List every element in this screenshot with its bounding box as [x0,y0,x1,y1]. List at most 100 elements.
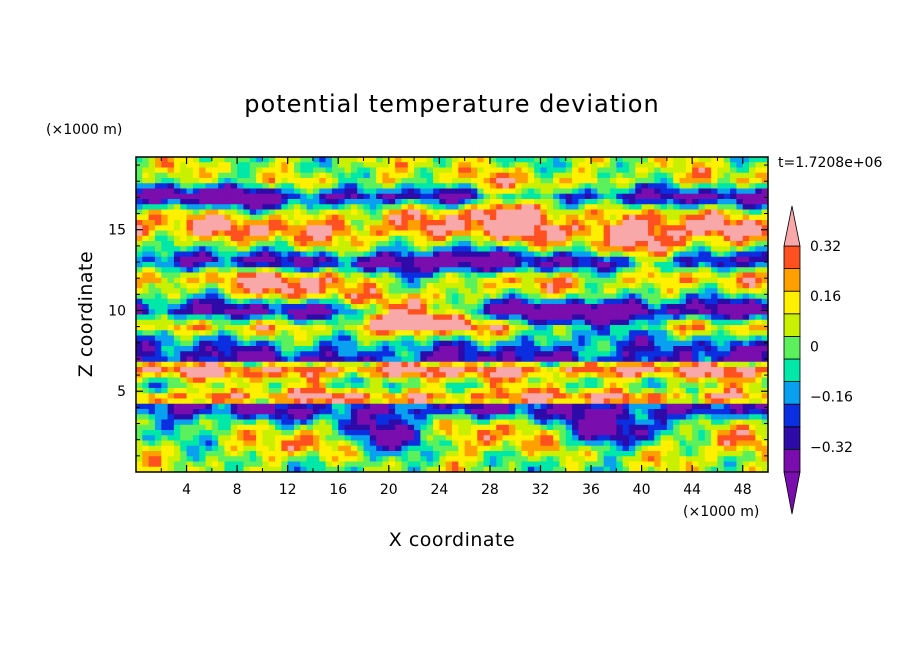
field-cell [755,220,763,226]
field-cell [344,214,352,221]
field-cell [470,241,478,247]
field-cell [306,230,314,237]
field-cell [256,372,263,379]
field-cell [755,283,763,289]
field-cell [186,162,194,169]
field-cell [363,267,371,274]
field-cell [641,251,649,258]
field-cell [452,225,459,232]
field-cell [426,377,434,384]
field-cell [692,188,700,195]
field-cell [136,262,143,268]
field-cell [249,304,257,310]
field-cell [287,293,295,300]
field-cell [597,267,605,274]
field-cell [186,157,194,163]
field-cell [281,314,289,321]
field-cell [723,246,731,253]
field-cell [281,298,289,305]
field-cell [256,267,263,274]
field-cell [749,346,756,352]
field-cell [660,188,668,195]
field-cell [540,309,548,316]
field-cell [723,293,731,300]
field-cell [243,199,251,205]
field-cell [268,288,276,295]
field-cell [439,157,447,163]
field-cell [237,199,245,205]
field-cell [142,162,150,169]
field-cell [388,251,396,258]
field-cell [704,298,712,305]
field-cell [565,277,573,284]
field-cell [180,204,188,211]
field-cell [350,403,358,410]
field-cell [565,409,573,415]
field-cell [205,309,213,316]
field-cell [654,225,662,232]
field-cell [275,361,282,368]
field-cell [306,241,314,247]
field-cell [262,157,270,163]
field-cell [230,346,238,352]
field-cell [414,403,421,410]
field-cell [730,188,737,195]
field-cell [565,220,573,226]
field-cell [616,199,624,205]
field-cell [660,403,668,410]
field-cell [603,377,611,384]
field-cell [578,309,586,316]
field-cell [508,372,516,379]
field-cell [534,178,542,184]
field-cell [666,340,674,347]
field-cell [369,230,377,237]
field-cell [597,293,605,300]
field-cell [218,277,226,284]
field-cell [527,225,535,232]
field-cell [180,367,188,373]
field-cell [470,220,478,226]
field-cell [452,298,459,305]
field-cell [294,340,301,347]
field-cell [470,335,478,342]
field-cell [262,367,270,373]
field-cell [761,314,768,321]
field-cell [452,283,459,289]
field-cell [635,256,643,263]
field-cell [211,167,219,174]
field-cell [249,246,257,253]
field-cell [736,193,744,200]
field-cell [534,356,542,363]
field-cell [249,204,257,211]
field-cell [610,225,617,232]
field-cell [654,193,662,200]
field-cell [344,162,352,169]
field-cell [439,309,447,316]
field-cell [628,199,636,205]
field-cell [628,393,636,400]
field-cell [420,193,428,200]
field-cell [369,267,377,274]
field-cell [477,167,485,174]
field-cell [205,262,213,268]
field-cell [369,414,377,421]
field-cell [192,204,200,211]
field-cell [698,251,706,258]
field-cell [723,377,731,384]
field-cell [540,409,548,415]
field-cell [376,382,384,389]
field-cell [584,183,592,190]
field-cell [458,330,466,337]
field-cell [603,304,611,310]
field-cell [426,304,434,310]
field-cell [711,199,719,205]
field-cell [717,330,725,337]
field-cell [388,225,396,232]
field-cell [401,283,409,289]
field-cell [249,178,257,184]
field-cell [685,183,693,190]
field-cell [673,304,681,310]
field-cell [376,267,384,274]
field-cell [445,340,453,347]
field-cell [192,325,200,331]
